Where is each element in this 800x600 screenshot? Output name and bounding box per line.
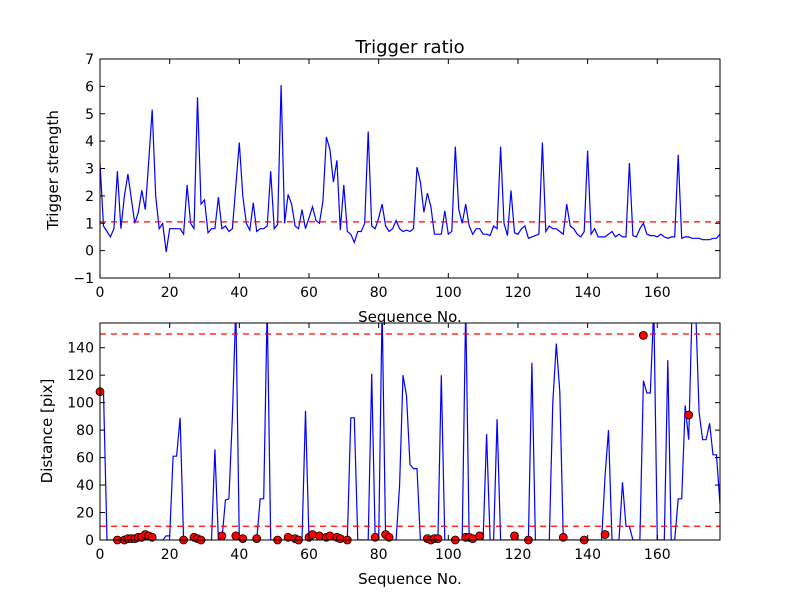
distance-marker — [684, 410, 694, 420]
y-tick-label: 1 — [85, 216, 94, 232]
distance-marker — [147, 532, 157, 542]
y-tick-label: 20 — [76, 506, 94, 522]
x-tick-label: 100 — [435, 547, 462, 563]
distance-marker — [335, 534, 345, 543]
x-tick-label: 0 — [96, 285, 105, 301]
x-tick-label: 160 — [644, 547, 671, 563]
y-tick-label: 5 — [85, 107, 94, 123]
trigger-ratio-subplot: Trigger ratio 0 20 40 60 80 100 120 140 160−1012… — [44, 37, 721, 326]
distance-x-axis-label: Sequence No. — [358, 570, 462, 588]
distance-line — [100, 323, 720, 540]
chart-title: Trigger ratio — [354, 37, 464, 58]
trigger-series-group — [100, 84, 720, 253]
distance-series-group — [100, 323, 720, 540]
y-tick-label: 100 — [67, 396, 94, 412]
x-tick-label: 20 — [161, 285, 179, 301]
distance-plot-area — [95, 322, 721, 545]
y-tick-label: 3 — [85, 162, 94, 178]
trigger-x-axis-label: Sequence No. — [358, 308, 462, 326]
y-tick-label: 7 — [85, 52, 94, 68]
y-tick-label: 6 — [85, 79, 94, 95]
y-tick-label: −1 — [73, 271, 94, 287]
x-tick-label: 80 — [370, 285, 388, 301]
x-tick-label: 120 — [505, 285, 532, 301]
distance-marker — [370, 532, 380, 542]
distance-marker — [433, 534, 443, 543]
x-tick-label: 140 — [574, 285, 601, 301]
distance-axis-ticks: 0 20 40 60 80 100 120 140 160 0 20 40 60 80 100 120 140 — [67, 323, 720, 563]
x-tick-label: 80 — [370, 547, 388, 563]
distance-marker — [639, 330, 648, 340]
x-tick-label: 120 — [505, 547, 532, 563]
distance-marker — [314, 531, 324, 541]
y-tick-label: 0 — [85, 533, 94, 549]
y-tick-label: 140 — [67, 341, 94, 357]
distance-marker — [238, 534, 248, 543]
y-tick-label: 0 — [85, 244, 94, 260]
distance-marker — [217, 531, 227, 541]
y-tick-label: 120 — [67, 368, 94, 384]
y-tick-label: 4 — [85, 134, 94, 150]
y-tick-label: 80 — [76, 423, 94, 439]
y-tick-label: 40 — [76, 478, 94, 494]
distance-marker — [475, 531, 485, 541]
distance-marker — [510, 531, 519, 541]
y-tick-label: 60 — [76, 451, 94, 467]
x-tick-label: 140 — [574, 547, 601, 563]
x-tick-label: 100 — [435, 285, 462, 301]
x-tick-label: 40 — [230, 547, 248, 563]
distance-marker — [558, 532, 568, 542]
y-tick-label: 2 — [85, 189, 94, 205]
x-tick-label: 60 — [300, 547, 318, 563]
distance-marker — [600, 530, 610, 539]
x-tick-label: 0 — [96, 547, 105, 563]
distance-marker — [384, 532, 394, 542]
x-tick-label: 20 — [161, 547, 179, 563]
distance-y-axis-label: Distance [pix] — [38, 379, 56, 484]
trigger-strength-line — [100, 84, 720, 253]
distance-subplot: 0 20 40 60 80 100 120 140 160020406080100120140 … — [38, 322, 721, 588]
trigger-y-axis-label: Trigger strength — [44, 110, 62, 231]
distance-axes-frame — [99, 322, 721, 541]
x-tick-label: 60 — [300, 285, 318, 301]
distance-marker — [252, 534, 262, 543]
distance-marker — [325, 531, 335, 541]
x-tick-label: 40 — [230, 285, 248, 301]
x-tick-label: 160 — [644, 285, 671, 301]
